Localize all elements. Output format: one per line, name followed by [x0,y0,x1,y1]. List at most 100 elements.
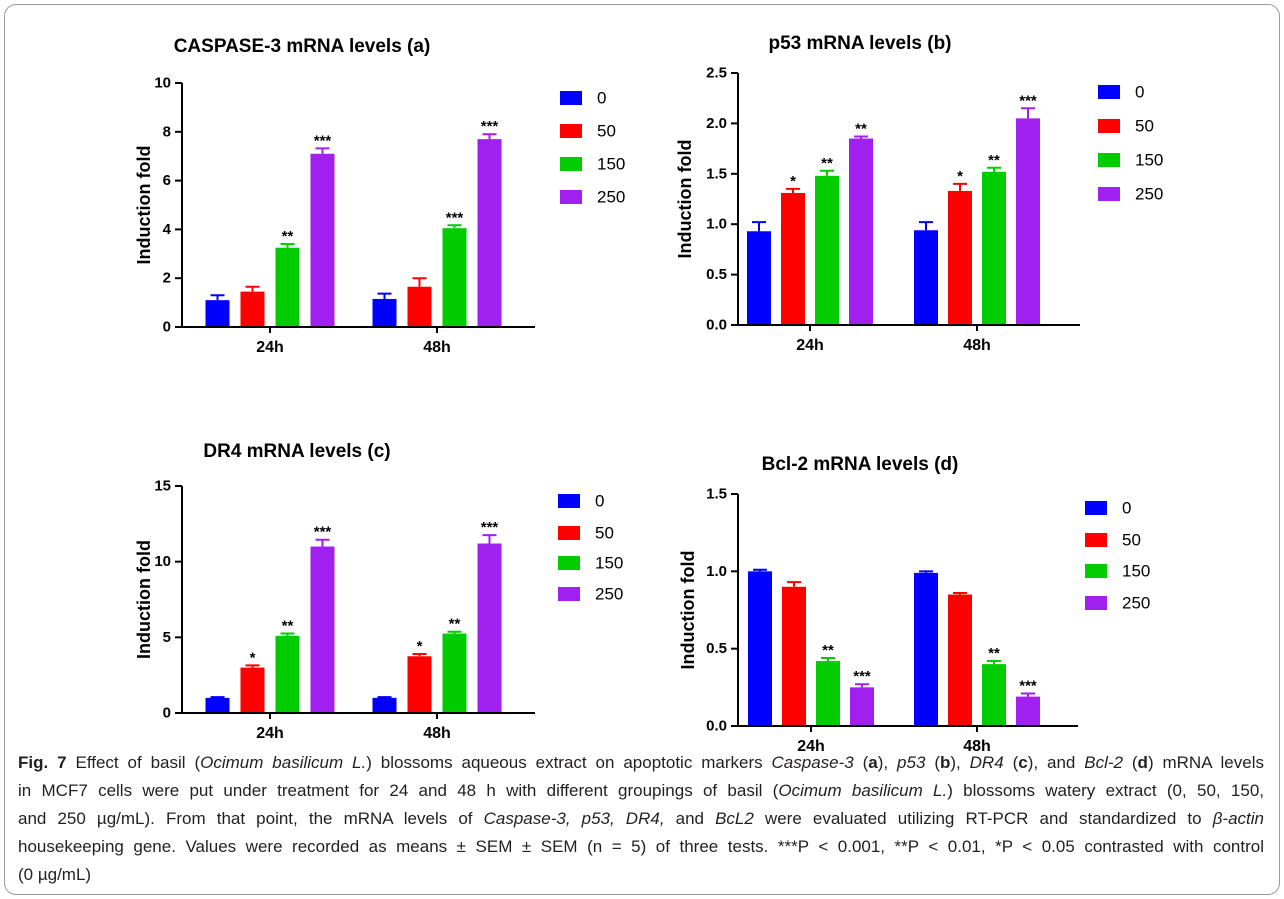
significance-label: ** [822,642,834,659]
error-bar [482,133,497,140]
error-bar [482,534,497,544]
error-bar [315,147,330,154]
significance-label: *** [481,118,499,135]
bar-24h-150 [815,175,839,325]
error-bar [412,652,427,657]
legend-label: 150 [1122,562,1150,581]
error-bar [953,591,967,595]
error-bar [210,294,225,301]
y-axis-label: Induction fold [134,540,154,659]
significance-label: ** [449,616,461,633]
bar-48h-50 [407,656,432,713]
bar-48h-50 [948,594,972,726]
caption-line: and 250 µg/mL). From that point, the mRN… [18,805,1264,833]
bar-24h-50 [240,291,265,327]
x-tick-label: 24h [256,725,284,742]
bar-24h-50 [781,192,805,325]
y-tick-label: 6 [163,172,171,189]
legend-label: 150 [1135,151,1163,170]
chart-panel-d: Bcl-2 mRNA levels (d)Induction fold ** ***… [678,454,1150,755]
chart-title: DR4 mRNA levels (c) [203,441,390,462]
error-bar [447,224,462,229]
y-tick-label: 1.5 [706,486,727,503]
legend-label: 150 [597,155,625,174]
x-tick-label: 48h [963,738,991,755]
bar-48h-150 [982,171,1006,325]
y-tick-label: 0.5 [706,640,727,657]
caption-text: were evaluated utilizing RT-PCR and stan… [753,809,1213,828]
chart-panel-c: DR4 mRNA levels (c)Induction fold **** ***… [134,441,623,742]
legend-label: 250 [597,188,625,207]
caption-text: housekeeping gene. Values were recorded … [18,837,1264,856]
bar-48h-0 [914,572,938,726]
legend-swatch [1098,187,1120,201]
significance-label: ** [988,645,1000,662]
caption-text: ), and [1027,753,1085,772]
error-bar [786,187,800,193]
legend-swatch [560,91,582,105]
caption-text: a [868,753,878,772]
significance-label: * [417,638,423,655]
caption-text: ( [1122,753,1138,772]
error-bar [315,538,330,547]
y-tick-label: 0 [163,705,171,722]
bar-48h-250 [1016,696,1040,726]
bar-24h-150 [275,247,300,327]
bar-24h-0 [748,571,772,726]
caption-text: ) mRNA levels [1147,753,1264,772]
bar-48h-250 [477,139,502,327]
significance-label: * [250,649,256,666]
bar-24h-0 [747,231,771,325]
significance-label: ** [988,152,1000,169]
caption-text: and [664,809,716,828]
significance-label: ** [282,618,294,635]
caption-text: in MCF7 cells were put under treatment f… [18,781,779,800]
legend-label: 0 [1122,499,1131,518]
error-bar [820,169,834,176]
error-bar [821,656,835,662]
x-tick-label: 48h [423,725,451,742]
error-bar [412,277,427,287]
error-bar [919,570,933,573]
chart-panel-a: CASPASE-3 mRNA levels (a) Induction fold *… [134,36,625,356]
caption-text: Bcl-2 [1084,753,1123,772]
caption-text: and 250 µg/mL). From that point, the mRN… [18,809,484,828]
legend-swatch [1098,119,1120,133]
significance-label: *** [314,132,332,149]
x-tick-label: 24h [796,337,824,354]
chart-title: CASPASE-3 mRNA levels (a) [174,36,431,57]
caption-text: Caspase-3, p53, DR4, [483,809,665,828]
legend-label: 250 [1122,594,1150,613]
caption-line: Fig. 7 Effect of basil (Ocimum basilicum… [18,749,1264,777]
caption-text: Ocimum basilicum L. [778,781,948,800]
legend-label: 0 [1135,83,1144,102]
legend-swatch [1085,533,1107,547]
chart-title: p53 mRNA levels (b) [768,33,951,54]
bar-48h-250 [477,543,502,713]
caption-text: c [1018,753,1028,772]
error-bar [377,292,392,299]
y-tick-label: 2.0 [706,115,727,132]
bar-24h-150 [275,635,300,713]
caption-text: Fig. 7 [18,753,67,772]
caption-text: b [939,753,951,772]
bar-48h-150 [982,664,1006,726]
bar-24h-150 [816,661,840,726]
bar-24h-250 [850,687,874,726]
x-tick-label: 24h [797,738,825,755]
caption-text: ( [853,753,869,772]
significance-label: *** [1019,92,1037,109]
significance-label: *** [1019,678,1037,695]
error-bar [854,135,868,139]
significance-label: ** [282,228,294,245]
legend-swatch [560,190,582,204]
legend-swatch [1098,85,1120,99]
y-tick-label: 8 [163,123,171,140]
y-tick-label: 15 [154,478,171,495]
legend-label: 250 [1135,185,1163,204]
bar-48h-0 [372,298,397,327]
legend-label: 50 [597,122,616,141]
significance-label: ** [821,155,833,172]
caption-text: Caspase-3 [771,753,854,772]
significance-label: ** [855,121,867,138]
